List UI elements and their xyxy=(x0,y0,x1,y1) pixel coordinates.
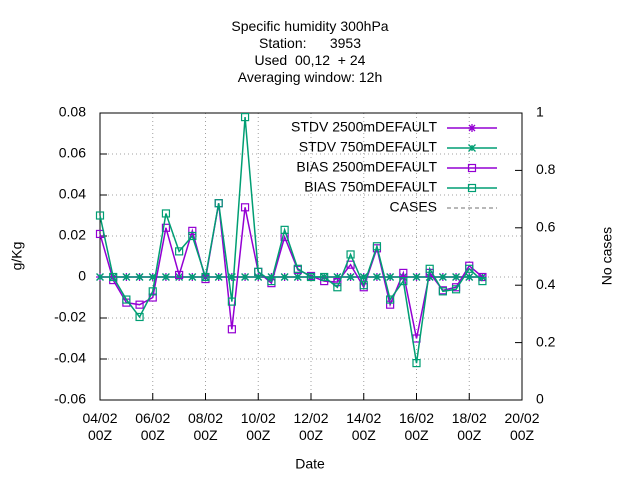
data-point xyxy=(451,285,461,294)
data-point xyxy=(227,297,236,306)
data-point xyxy=(161,223,171,232)
data-point xyxy=(240,203,250,212)
data-point xyxy=(267,277,276,286)
data-point xyxy=(425,264,434,273)
data-point xyxy=(227,325,236,334)
data-point xyxy=(188,226,197,235)
data-point xyxy=(293,264,302,273)
data-point xyxy=(465,273,474,281)
data-point xyxy=(293,273,302,281)
x-tick-label: 04/02 00Z xyxy=(82,410,118,443)
data-point xyxy=(135,273,144,281)
data-point xyxy=(438,273,447,281)
data-point xyxy=(161,209,171,218)
data-point xyxy=(412,359,421,368)
data-point xyxy=(478,277,487,286)
data-point xyxy=(135,312,144,322)
y2-tick-label: 0.2 xyxy=(536,333,556,349)
data-point xyxy=(175,270,184,280)
data-point xyxy=(438,287,447,296)
x-tick-label: 18/02 00Z xyxy=(451,410,487,443)
legend-marker xyxy=(467,163,477,173)
series-line xyxy=(99,117,483,364)
y2-tick-label: 1 xyxy=(536,104,544,120)
y-tick-label: 0.08 xyxy=(59,104,86,120)
data-point xyxy=(386,300,395,309)
data-point xyxy=(412,273,421,281)
y-tick-label: -0.02 xyxy=(54,309,86,325)
data-point xyxy=(201,272,210,282)
y2-tick-label: 0 xyxy=(536,391,544,407)
data-point xyxy=(214,273,223,281)
data-point xyxy=(188,231,197,241)
y-axis-label: g/Kg xyxy=(9,242,25,271)
legend-marker xyxy=(468,124,476,132)
x-tick-label: 08/02 00Z xyxy=(187,410,224,443)
data-point xyxy=(280,273,289,281)
x-tick-label: 16/02 00Z xyxy=(398,410,435,443)
data-point xyxy=(95,211,105,220)
x-tick-label: 06/02 00Z xyxy=(135,410,171,443)
data-point xyxy=(241,273,250,281)
data-point xyxy=(372,242,382,251)
legend-label: BIAS 750mDEFAULT xyxy=(304,179,437,195)
series-line xyxy=(99,203,483,339)
x-axis-label: Date xyxy=(295,456,325,472)
data-point xyxy=(346,250,355,259)
data-point xyxy=(148,287,157,296)
data-point xyxy=(306,272,316,282)
x-tick-label: 10/02 00Z xyxy=(240,410,276,443)
data-point xyxy=(240,112,250,122)
data-point xyxy=(175,247,184,256)
data-point xyxy=(386,273,395,281)
data-point xyxy=(122,273,131,281)
y-tick-label: 0.06 xyxy=(59,145,86,161)
data-point xyxy=(372,273,381,281)
data-point xyxy=(359,281,368,290)
data-point xyxy=(399,277,408,286)
y2-tick-label: 0.4 xyxy=(536,276,556,292)
data-point xyxy=(188,273,197,281)
data-point xyxy=(280,225,289,234)
x-tick-label: 20/02 00Z xyxy=(504,410,540,443)
y-tick-label: 0 xyxy=(78,268,86,284)
y-tick-label: 0.02 xyxy=(59,227,86,243)
legend-label: STDV 2500mDEFAULT xyxy=(291,119,437,135)
legend-label: STDV 750mDEFAULT xyxy=(299,139,438,155)
legend-label: BIAS 2500mDEFAULT xyxy=(296,159,437,175)
data-point xyxy=(320,272,329,282)
data-point xyxy=(161,273,170,281)
data-point xyxy=(135,300,144,309)
data-point xyxy=(386,295,395,304)
data-point xyxy=(109,272,118,282)
y-tick-label: 0.04 xyxy=(59,186,86,202)
legend-label: CASES xyxy=(390,199,437,215)
y2-axis-label: No cases xyxy=(599,227,615,285)
data-point xyxy=(333,283,342,292)
data-point xyxy=(96,273,104,281)
legend-marker xyxy=(467,183,477,193)
data-point xyxy=(254,267,263,276)
data-point xyxy=(122,295,131,304)
legend-marker xyxy=(468,144,476,152)
data-point xyxy=(452,273,461,281)
data-point xyxy=(465,264,474,273)
y2-tick-label: 0.6 xyxy=(536,219,556,235)
data-point xyxy=(346,273,355,281)
x-tick-label: 12/02 00Z xyxy=(293,410,329,443)
plot-frame xyxy=(99,112,523,401)
y-tick-label: -0.04 xyxy=(54,350,86,366)
y-tick-label: -0.06 xyxy=(54,391,86,407)
data-point xyxy=(214,199,223,208)
chart-title: Specific humidity 300hPa Station: 3953 U… xyxy=(231,18,389,85)
data-point xyxy=(399,268,408,277)
x-tick-label: 14/02 00Z xyxy=(346,410,382,443)
y2-tick-label: 0.8 xyxy=(536,161,556,177)
